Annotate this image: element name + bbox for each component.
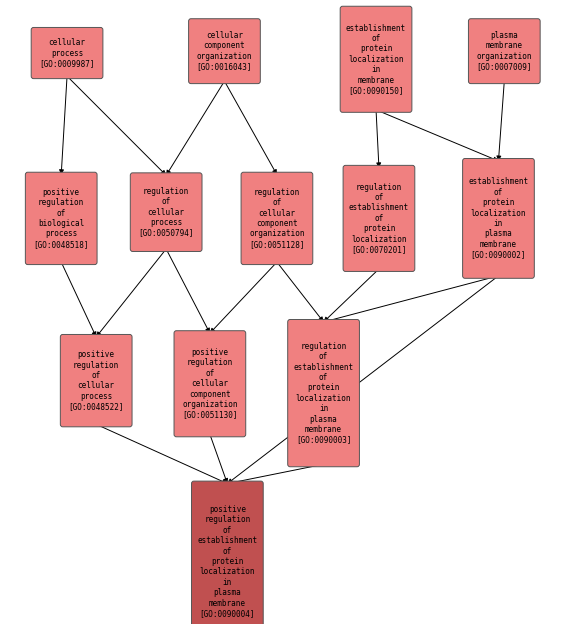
Text: positive
regulation
of
biological
process
[GO:0048518]: positive regulation of biological proces… (33, 188, 89, 249)
Text: establishment
of
protein
localization
in
plasma
membrane
[GO:0090002]: establishment of protein localization in… (468, 177, 529, 260)
FancyBboxPatch shape (31, 27, 103, 79)
Text: regulation
of
establishment
of
protein
localization
in
plasma
membrane
[GO:00900: regulation of establishment of protein l… (293, 342, 354, 444)
FancyBboxPatch shape (343, 165, 415, 271)
Text: positive
regulation
of
cellular
process
[GO:0048522]: positive regulation of cellular process … (68, 350, 124, 411)
FancyBboxPatch shape (61, 334, 132, 427)
FancyBboxPatch shape (463, 158, 534, 278)
Text: cellular
component
organization
[GO:0016043]: cellular component organization [GO:0016… (196, 31, 252, 71)
FancyBboxPatch shape (469, 19, 540, 84)
FancyBboxPatch shape (241, 172, 312, 265)
FancyBboxPatch shape (191, 481, 264, 624)
FancyBboxPatch shape (174, 331, 246, 437)
Text: regulation
of
cellular
component
organization
[GO:0051128]: regulation of cellular component organiz… (249, 188, 305, 249)
FancyBboxPatch shape (26, 172, 97, 265)
FancyBboxPatch shape (340, 6, 412, 112)
Text: regulation
of
cellular
process
[GO:0050794]: regulation of cellular process [GO:00507… (138, 187, 194, 238)
FancyBboxPatch shape (189, 19, 260, 84)
FancyBboxPatch shape (131, 173, 202, 251)
Text: establishment
of
protein
localization
in
membrane
[GO:0090150]: establishment of protein localization in… (346, 24, 406, 95)
FancyBboxPatch shape (288, 319, 359, 467)
Text: positive
regulation
of
establishment
of
protein
localization
in
plasma
membrane
: positive regulation of establishment of … (197, 505, 258, 618)
Text: positive
regulation
of
cellular
component
organization
[GO:0051130]: positive regulation of cellular componen… (182, 348, 238, 419)
Text: regulation
of
establishment
of
protein
localization
[GO:0070201]: regulation of establishment of protein l… (349, 183, 409, 254)
Text: plasma
membrane
organization
[GO:0007009]: plasma membrane organization [GO:0007009… (476, 31, 532, 71)
Text: cellular
process
[GO:0009987]: cellular process [GO:0009987] (39, 38, 95, 68)
